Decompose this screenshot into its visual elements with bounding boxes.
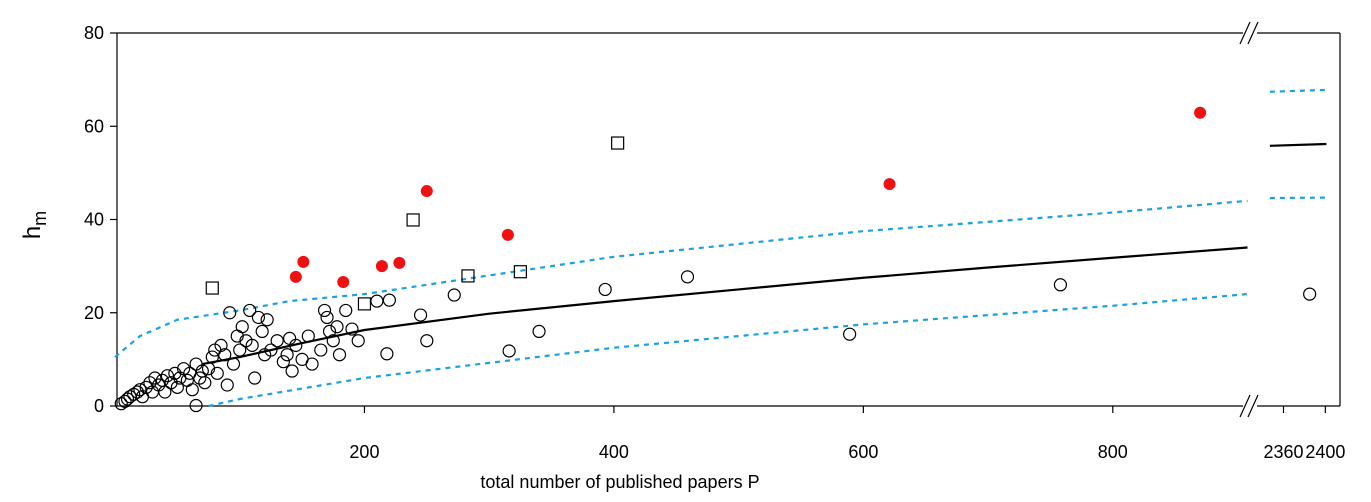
circle-point [181, 374, 193, 386]
x-tick-label: 800 [1098, 442, 1128, 462]
circle-point [252, 311, 264, 323]
circle-point [334, 349, 346, 361]
circle-point [249, 372, 261, 384]
circle-point [306, 358, 318, 370]
square-point [206, 282, 218, 294]
y-axis-label-main: h [19, 226, 46, 239]
y-tick-label: 40 [84, 210, 104, 230]
circle-point [421, 335, 433, 347]
circle-point [236, 321, 248, 333]
highlight-point [290, 271, 302, 283]
circle-point [271, 335, 283, 347]
x-tick-label: 2360 [1263, 442, 1303, 462]
circle-point [261, 314, 273, 326]
circle-point [286, 365, 298, 377]
y-tick-label: 0 [94, 396, 104, 416]
highlight-point [1194, 107, 1206, 119]
circle-point [281, 349, 293, 361]
circle-point [221, 379, 233, 391]
circle-point [415, 309, 427, 321]
y-axis-label-sub: m [30, 211, 50, 226]
circle-point [533, 325, 545, 337]
circle-point [256, 325, 268, 337]
confidence-line [1270, 90, 1327, 92]
circle-point [340, 304, 352, 316]
square-point [612, 137, 624, 149]
circle-point [315, 344, 327, 356]
mean-line [1270, 144, 1327, 146]
break-mark [1248, 22, 1258, 44]
break-mark [1248, 395, 1258, 417]
circle-point [599, 283, 611, 295]
circle-point [681, 271, 693, 283]
circle-point [319, 304, 331, 316]
circle-point [284, 332, 296, 344]
square-point [407, 214, 419, 226]
circle-point [190, 358, 202, 370]
circle-point [381, 348, 393, 360]
circle-point [227, 358, 239, 370]
circle-point [321, 311, 333, 323]
circle-point [1304, 288, 1316, 300]
circle-point [371, 295, 383, 307]
circle-point [383, 294, 395, 306]
y-tick-label: 20 [84, 303, 104, 323]
frame [117, 22, 1340, 417]
confidence-line [209, 294, 1248, 406]
square-point [514, 266, 526, 278]
highlight-point [421, 185, 433, 197]
x-tick-label: 600 [848, 442, 878, 462]
circle-point [302, 330, 314, 342]
circle-point [149, 372, 161, 384]
x-tick-label: 2400 [1305, 442, 1345, 462]
highlight-point [884, 178, 896, 190]
circle-point [352, 335, 364, 347]
circle-point [186, 384, 198, 396]
y-tick-label: 80 [84, 23, 104, 43]
circle-point [1054, 279, 1066, 291]
x-tick-label: 400 [599, 442, 629, 462]
highlight-point [376, 260, 388, 272]
circle-point [448, 289, 460, 301]
circle-point [277, 356, 289, 368]
circle-point [194, 372, 206, 384]
circle-point [161, 370, 173, 382]
highlight-point [393, 257, 405, 269]
y-axis-label: hm [19, 211, 50, 239]
highlight-point [337, 276, 349, 288]
y-tick-label: 60 [84, 116, 104, 136]
circle-point [503, 345, 515, 357]
highlight-point [297, 256, 309, 268]
highlight-point [502, 229, 514, 241]
x-tick-label: 200 [349, 442, 379, 462]
circle-point [199, 377, 211, 389]
square-point [358, 298, 370, 310]
circle-point [844, 328, 856, 340]
x-axis-label: total number of published papers P [480, 472, 759, 492]
